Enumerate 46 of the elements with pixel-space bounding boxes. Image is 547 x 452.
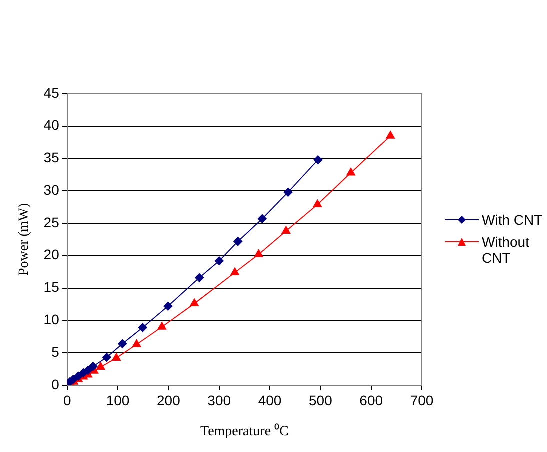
point: [190, 298, 199, 307]
point: [346, 168, 356, 176]
point: [138, 323, 148, 332]
point: [313, 200, 322, 208]
x-tick-label: 200: [157, 392, 181, 409]
point: [112, 353, 121, 361]
point: [230, 268, 240, 276]
point: [118, 339, 128, 348]
y-tick-label: 35: [44, 150, 60, 166]
y-tick-label: 20: [44, 246, 60, 263]
y-tick-label: 5: [52, 344, 60, 360]
point: [254, 250, 264, 258]
x-tick-label: 700: [410, 392, 434, 409]
point: [214, 256, 224, 266]
point: [195, 273, 204, 282]
legend-label: With CNT: [482, 212, 544, 228]
point: [164, 302, 173, 311]
point: [234, 237, 243, 246]
y-tick-label: 10: [44, 312, 60, 328]
point: [96, 362, 106, 370]
x-tick-label: 300: [208, 392, 232, 409]
x-tick-label: 600: [360, 392, 384, 409]
x-tick-label: 400: [258, 392, 282, 409]
y-tick-label: 30: [44, 182, 60, 198]
y-tick-label: 45: [44, 84, 60, 101]
point: [74, 372, 84, 381]
x-tick-label: 500: [309, 392, 333, 409]
y-tick-label: 40: [44, 117, 60, 134]
x-tick-label: 100: [106, 392, 130, 409]
point: [132, 340, 142, 348]
point: [88, 362, 98, 372]
x-axis-title: Temperature ⁰C: [200, 423, 289, 440]
point: [282, 226, 291, 234]
point: [158, 322, 167, 330]
y-tick-label: 0: [52, 376, 60, 392]
y-tick-label: 25: [44, 214, 60, 230]
x-tick-label: 0: [63, 392, 72, 409]
point: [314, 156, 323, 165]
point: [258, 214, 267, 224]
point: [386, 131, 395, 139]
y-tick-label: 15: [44, 279, 60, 296]
point: [102, 353, 112, 362]
point: [284, 188, 293, 197]
legend-label: Without CNT: [482, 234, 530, 266]
y-axis-title: Power (mW): [17, 203, 32, 276]
point: [84, 366, 93, 376]
